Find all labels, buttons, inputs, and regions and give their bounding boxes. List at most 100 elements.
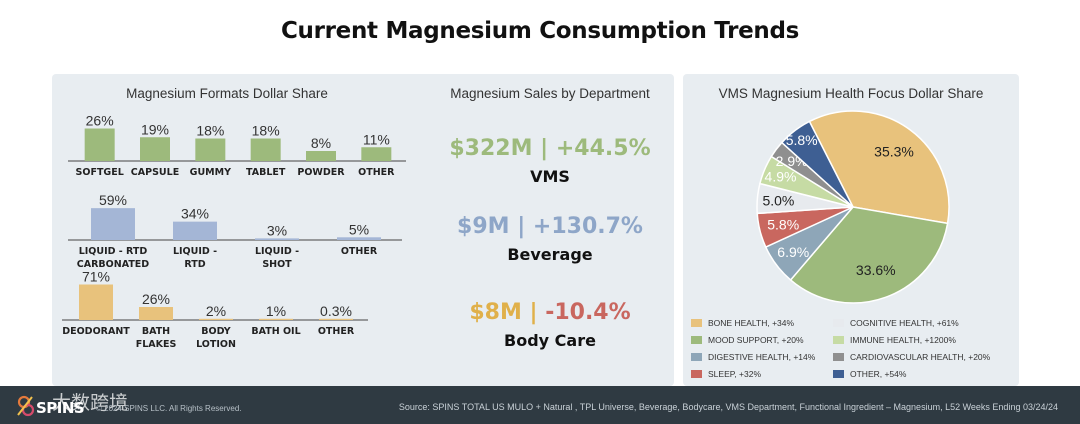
bar-pills-0 — [84, 128, 115, 161]
health-focus-panel: VMS Magnesium Health Focus Dollar Share … — [683, 74, 1019, 386]
formats-and-department-panel: Magnesium Formats Dollar Share 26% SOFTGE… — [52, 74, 674, 386]
legend-swatch — [691, 319, 702, 327]
bar-category-label: OTHER — [341, 246, 378, 257]
bar-liquids-1 — [173, 221, 217, 240]
formats-chart-title: Magnesium Formats Dollar Share — [126, 86, 328, 101]
bar-category-label: OTHER — [358, 167, 395, 178]
legend-swatch — [691, 353, 702, 361]
legend-item: OTHER, +54% — [833, 369, 906, 379]
legend-item: COGNITIVE HEALTH, +61% — [833, 318, 959, 328]
kpi-beverage: $9M | +130.7% Beverage — [432, 214, 668, 264]
pie-slice-1 — [789, 206, 949, 304]
bar-pills-1 — [140, 137, 170, 161]
bar-value-label: 8% — [311, 135, 331, 151]
legend-label: BONE HEALTH, +34% — [708, 318, 795, 328]
bar-value-label: 0.3% — [320, 303, 352, 319]
bar-category-label: CAPSULE — [131, 167, 179, 178]
bar-pills-5 — [361, 147, 392, 161]
bar-topicals-1 — [139, 307, 173, 320]
bar-topicals-0 — [79, 284, 113, 320]
legend-label: OTHER, +54% — [850, 369, 907, 379]
legend-item: IMMUNE HEALTH, +1200% — [833, 335, 956, 345]
department-title: Magnesium Sales by Department — [450, 86, 650, 101]
footer-bar: SPINS 大数跨境 © 2024 SPINS LLC. All Rights … — [0, 386, 1080, 424]
bar-value-label: 71% — [82, 269, 110, 285]
pie-slice-0 — [808, 110, 950, 225]
legend-label: IMMUNE HEALTH, +1200% — [850, 335, 956, 345]
pie-slice-label: 5.8% — [767, 217, 799, 233]
legend-swatch — [833, 370, 844, 378]
bar-category-label: OTHER — [318, 326, 355, 337]
bar-liquids-2 — [255, 238, 299, 240]
bar-value-label: 26% — [142, 291, 170, 307]
pie-slice-label: 33.6% — [856, 262, 896, 278]
legend-label: SLEEP, +32% — [708, 369, 762, 379]
spins-logo: SPINS — [14, 391, 134, 421]
kpi-body-care-growth: -10.4% — [545, 300, 631, 325]
formats-bar-chart: 26% SOFTGEL 19% CAPSULE 18% GUMMY 18% TABLET 8% P… — [62, 113, 406, 350]
legend-item: DIGESTIVE HEALTH, +14% — [691, 352, 815, 362]
bar-topicals-4 — [319, 318, 353, 320]
bar-category-label: DEODORANT — [62, 326, 130, 337]
pie-slice-label: 4.9% — [765, 168, 797, 184]
pie-slice-label: 5.0% — [762, 192, 794, 208]
kpi-vms-label: VMS — [530, 167, 570, 186]
legend-swatch — [691, 370, 702, 378]
legend-swatch — [833, 353, 844, 361]
legend-item: MOOD SUPPORT, +20% — [691, 335, 804, 345]
kpi-body-care-label: Body Care — [504, 331, 596, 350]
bar-category-label: LIQUID - RTD CARBONATED — [77, 246, 149, 270]
pie-slice-label: 35.3% — [874, 143, 914, 159]
legend-label: CARDIOVASCULAR HEALTH, +20% — [850, 352, 991, 362]
legend-label: MOOD SUPPORT, +20% — [708, 335, 804, 345]
legend-item: SLEEP, +32% — [691, 369, 761, 379]
bar-value-label: 26% — [86, 113, 114, 129]
legend-swatch — [691, 336, 702, 344]
kpi-body-care-sales: $8M | — [469, 300, 538, 325]
bar-value-label: 34% — [181, 206, 209, 222]
source-note: Source: SPINS TOTAL US MULO + Natural , … — [398, 402, 1058, 412]
bar-category-label: BATH FLAKES — [136, 326, 177, 350]
page-title: Current Magnesium Consumption Trends — [280, 18, 800, 44]
bar-category-label: BODY LOTION — [196, 326, 236, 350]
bar-liquids-0 — [91, 208, 135, 240]
bar-pills-2 — [195, 138, 226, 161]
spins-logo-icon — [17, 395, 35, 417]
legend-swatch — [833, 319, 844, 327]
bar-value-label: 2% — [206, 303, 226, 319]
kpi-beverage-label: Beverage — [507, 245, 593, 264]
bar-category-label: SOFTGEL — [76, 167, 124, 178]
copyright: © 2024 SPINS LLC. All Rights Reserved. — [96, 404, 242, 413]
bar-topicals-2 — [199, 318, 233, 320]
legend-label: COGNITIVE HEALTH, +61% — [850, 318, 959, 328]
bar-category-label: LIQUID -SHOT — [255, 246, 299, 270]
bar-value-label: 19% — [141, 121, 169, 137]
kpi-beverage-value: $9M | +130.7% — [457, 214, 643, 239]
bar-value-label: 11% — [363, 131, 390, 147]
pie-slice-label: 5.8% — [786, 132, 818, 148]
health-focus-pie-chart: 35.3%33.6%6.9%5.8%5.0%4.9%2.9%5.8% — [756, 110, 950, 304]
legend-item: CARDIOVASCULAR HEALTH, +20% — [833, 352, 990, 362]
bar-liquids-3 — [337, 237, 381, 240]
bar-value-label: 5% — [349, 221, 369, 237]
pie-chart-title: VMS Magnesium Health Focus Dollar Share — [718, 86, 984, 101]
pie-slice-7 — [780, 120, 854, 208]
pie-slice-label: 6.9% — [777, 244, 809, 260]
kpi-body-care-value: $8M | -10.4% — [432, 300, 668, 325]
kpi-vms-value: $322M | +44.5% — [449, 136, 651, 161]
logo-text: SPINS — [36, 399, 85, 417]
watermark: 大数跨境 — [52, 393, 129, 414]
bar-pills-4 — [306, 151, 336, 161]
legend-swatch — [833, 336, 844, 344]
kpi-body-care: $8M | -10.4% Body Care — [432, 300, 668, 350]
bar-category-label: LIQUID -RTD — [173, 246, 217, 270]
bar-value-label: 3% — [267, 222, 287, 238]
bar-value-label: 18% — [252, 123, 280, 139]
bar-category-label: GUMMY — [190, 167, 231, 178]
bar-value-label: 1% — [266, 303, 286, 319]
bar-value-label: 18% — [196, 123, 224, 139]
legend-label: DIGESTIVE HEALTH, +14% — [708, 352, 816, 362]
bar-topicals-3 — [259, 318, 293, 320]
bar-pills-3 — [250, 138, 281, 161]
bar-category-label: TABLET — [246, 167, 286, 178]
